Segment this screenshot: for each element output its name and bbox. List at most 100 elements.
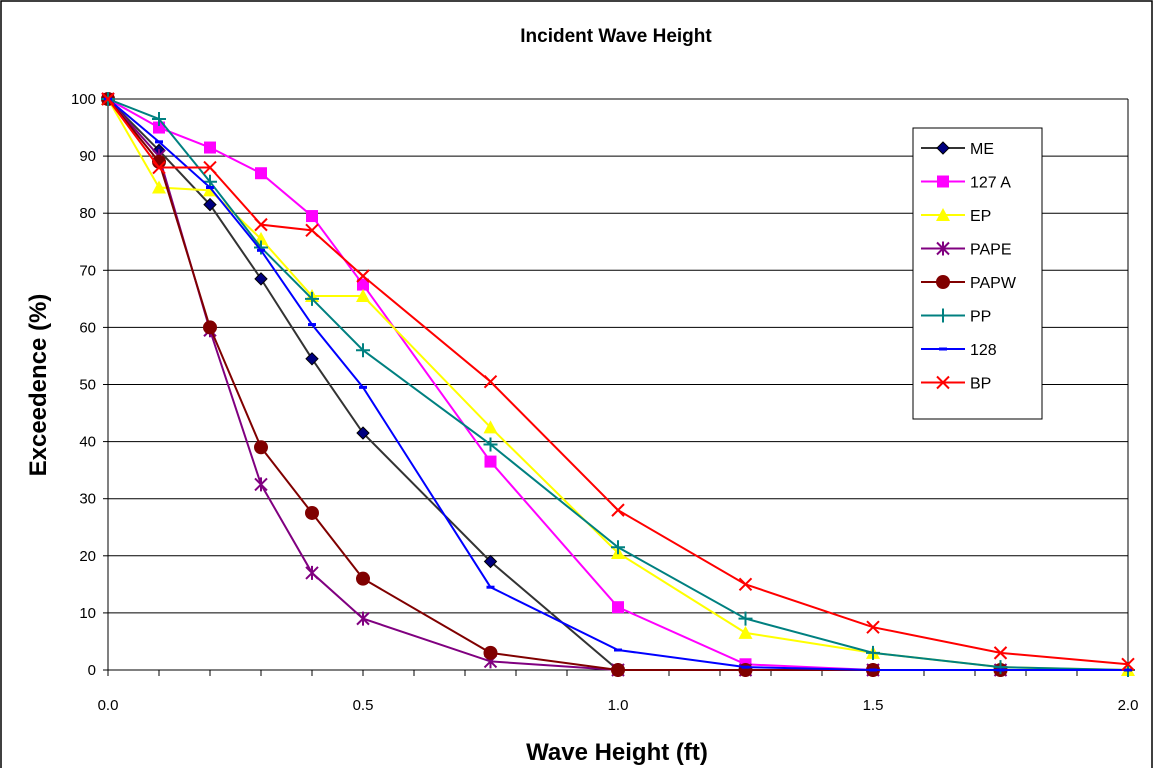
data-point-127-a xyxy=(153,121,165,134)
data-point-pp xyxy=(738,611,753,626)
series-bp xyxy=(101,92,1135,671)
data-point-pp xyxy=(483,437,498,452)
data-point-papw xyxy=(305,505,319,520)
data-point-127-a xyxy=(306,210,318,223)
data-point-bp xyxy=(738,577,753,592)
y-axis-label: Exceedence (%) xyxy=(25,294,52,477)
data-point-papw xyxy=(254,440,268,455)
data-point-me xyxy=(305,352,319,366)
data-point-pape xyxy=(254,477,268,492)
data-point-128 xyxy=(869,668,877,672)
data-point-bp xyxy=(152,160,166,175)
x-tick-label: 2.0 xyxy=(1118,697,1139,714)
x-tick-label: 0.0 xyxy=(98,697,119,714)
y-tick-label: 20 xyxy=(79,548,96,565)
data-point-papw xyxy=(738,663,753,677)
y-tick-label: 40 xyxy=(79,434,96,451)
data-point-pp xyxy=(866,645,880,660)
data-point-128 xyxy=(1124,668,1132,672)
data-point-bp xyxy=(203,160,217,175)
data-point-bp xyxy=(993,646,1008,660)
series-line-127-a xyxy=(107,98,874,671)
y-tick-label: 30 xyxy=(79,491,96,508)
legend-label-bp: BP xyxy=(970,376,991,393)
data-point-pp xyxy=(993,660,1008,675)
y-tick-label: 70 xyxy=(79,262,96,279)
data-point-127-a xyxy=(484,455,497,468)
legend-label-pape: PAPE xyxy=(970,242,1012,259)
series-line-pp xyxy=(107,98,1129,671)
legend-marker-ep xyxy=(936,208,950,221)
data-point-me xyxy=(254,272,268,286)
data-point-ep xyxy=(738,625,753,639)
data-point-128 xyxy=(614,648,622,652)
legend-marker-128 xyxy=(939,347,947,351)
legend-label-papw: PAPW xyxy=(970,275,1017,292)
data-point-127-a xyxy=(612,601,624,614)
x-tick-label: 1.0 xyxy=(608,697,629,714)
data-point-pp xyxy=(305,291,319,306)
data-point-bp xyxy=(305,223,319,238)
data-point-bp xyxy=(611,503,625,517)
legend-marker-bp xyxy=(936,375,950,390)
legend-marker-pp xyxy=(936,308,950,323)
legend-marker-papw xyxy=(936,275,950,289)
data-point-bp xyxy=(101,92,115,106)
data-point-pp xyxy=(611,540,625,555)
data-point-me xyxy=(203,197,217,212)
y-tick-label: 0 xyxy=(88,662,96,679)
data-point-pape xyxy=(305,565,319,580)
data-point-ep xyxy=(152,180,166,194)
data-point-pp xyxy=(152,111,166,126)
legend-marker-me xyxy=(936,141,950,155)
legend-label-ep: EP xyxy=(970,208,991,225)
legend-label-127-a: 127 A xyxy=(970,175,1011,192)
legend-label-me: ME xyxy=(970,141,994,158)
y-tick-label: 10 xyxy=(79,605,96,622)
data-point-ep xyxy=(483,420,498,434)
data-point-me xyxy=(483,554,498,569)
data-point-128 xyxy=(996,668,1005,672)
y-tick-label: 50 xyxy=(79,377,96,394)
y-tick-label: 90 xyxy=(79,148,96,165)
data-point-128 xyxy=(359,385,367,389)
legend-marker-127-a xyxy=(937,175,949,188)
chart-title: Incident Wave Height xyxy=(520,26,712,47)
y-tick-label: 60 xyxy=(79,319,96,336)
x-axis-label: Wave Height (ft) xyxy=(526,739,708,766)
legend-label-pp: PP xyxy=(970,309,991,326)
data-point-128 xyxy=(155,140,163,144)
legend-label-128: 128 xyxy=(970,342,997,359)
data-point-me xyxy=(356,426,370,440)
data-point-127-a xyxy=(357,278,369,291)
x-tick-label: 0.5 xyxy=(353,697,374,714)
data-point-pp xyxy=(254,240,268,255)
data-point-bp xyxy=(866,620,880,634)
data-point-127-a xyxy=(255,167,267,180)
legend-marker-pape xyxy=(936,241,950,256)
data-point-128 xyxy=(206,186,214,190)
data-point-bp xyxy=(483,374,498,389)
data-point-papw xyxy=(611,663,625,677)
y-tick-label: 80 xyxy=(79,205,96,222)
data-point-bp xyxy=(254,217,268,232)
legend: ME 127 A EP PAPE PAPW PP 128 BP xyxy=(912,127,1043,420)
data-point-bp xyxy=(1121,657,1135,671)
data-point-127-a xyxy=(204,141,216,154)
data-point-ep xyxy=(356,288,370,302)
y-tick-label: 100 xyxy=(71,91,96,108)
series-line-me xyxy=(107,98,619,671)
legend-box xyxy=(912,127,1043,420)
data-point-128 xyxy=(257,248,265,252)
data-point-128 xyxy=(741,665,750,669)
x-tick-label: 1.5 xyxy=(863,697,884,714)
series-line-bp xyxy=(107,98,1129,666)
data-point-bp xyxy=(356,269,370,283)
data-point-128 xyxy=(486,585,495,589)
series-group xyxy=(101,92,1135,677)
series-line-128 xyxy=(107,98,1128,671)
data-point-papw xyxy=(356,571,370,586)
axes: 0 10 20 30 40 50 60 70 80 90 100 0.0 0.5 1.0 1.5 2.0 xyxy=(71,91,1138,714)
